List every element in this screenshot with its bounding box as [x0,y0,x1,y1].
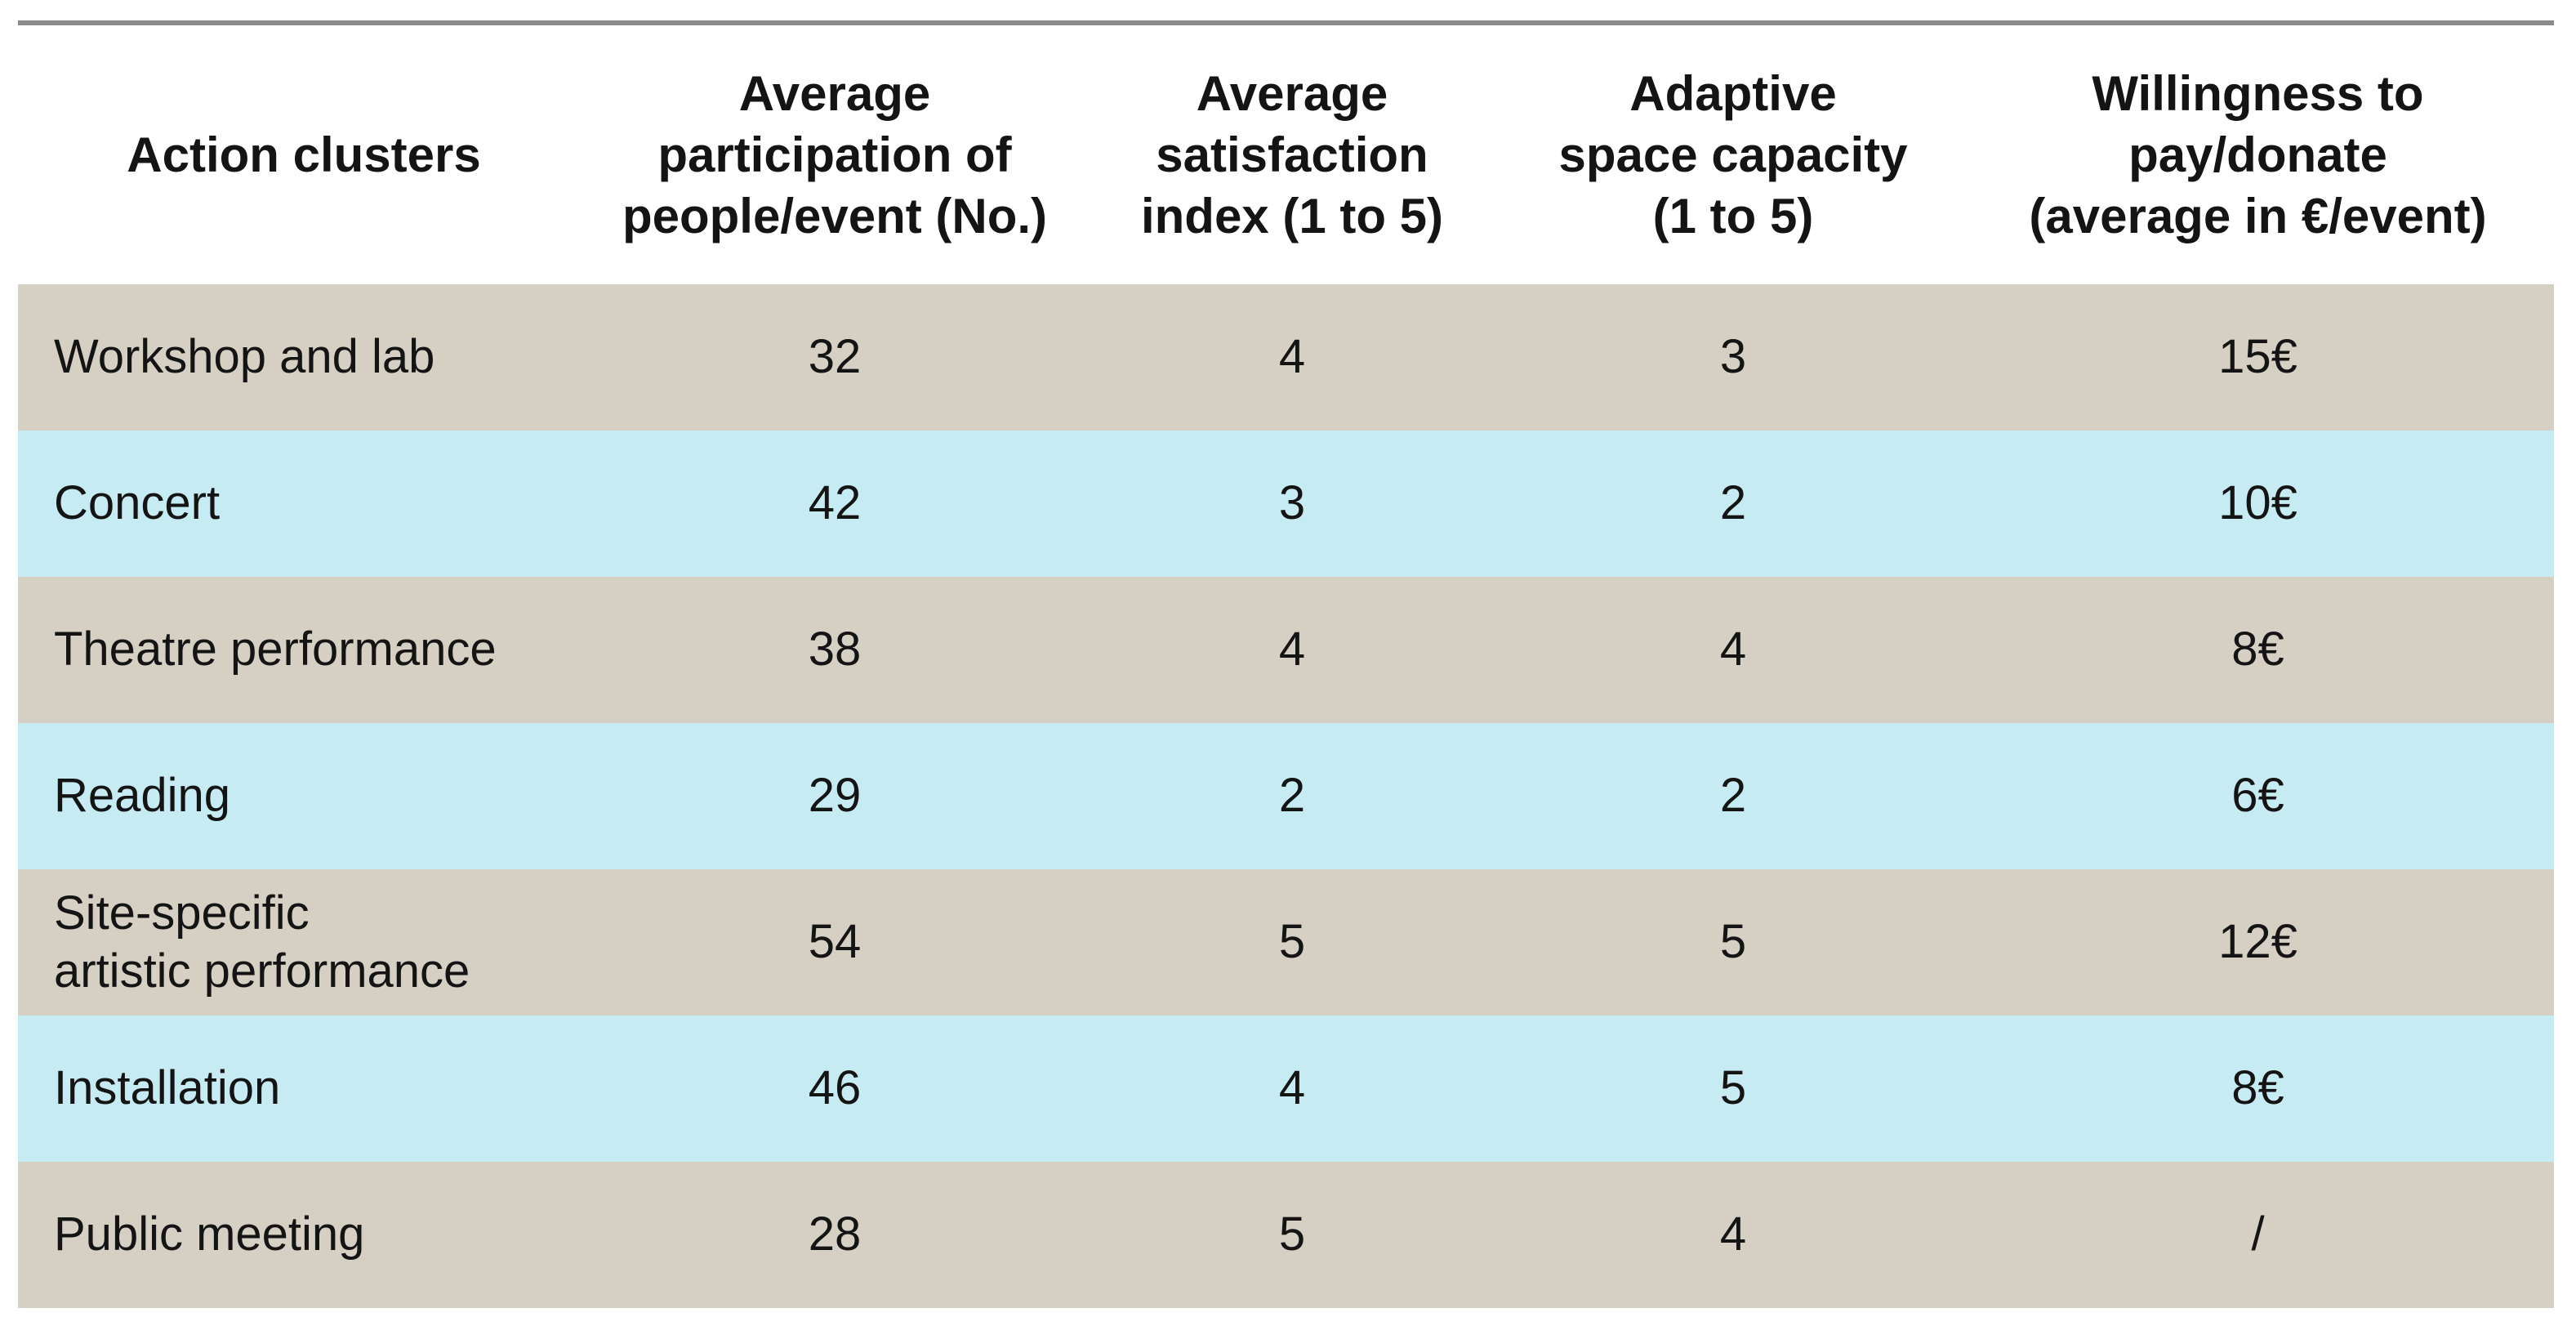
cell-text: Theatre performance [54,623,497,676]
column-header-satisfaction: Average satisfaction index (1 to 5) [1080,25,1504,284]
cell-satisfaction: 2 [1080,723,1504,869]
column-header-label: Adaptive space capacity (1 to 5) [1558,66,1908,243]
column-header-participation: Average participation of people/event (N… [590,25,1080,284]
column-header-label: Average satisfaction index (1 to 5) [1140,66,1444,243]
column-header-label: Average participation of people/event (N… [622,66,1048,243]
cell-participation: 54 [590,869,1080,1016]
table-row: Public meeting 28 5 4 / [18,1162,2554,1308]
action-clusters-table: Action clusters Average participation of… [18,25,2554,1308]
cell-text: 5 [1719,1061,1747,1115]
cell-action-cluster: Site-specific artistic performance [18,869,590,1016]
cell-action-cluster: Theatre performance [18,577,590,723]
cell-text: 6€ [2231,769,2284,823]
cell-capacity: 5 [1504,1016,1962,1162]
cell-text: 8€ [2231,1061,2284,1115]
top-rule [18,20,2554,25]
cell-text: 46 [808,1061,862,1115]
cell-text: 3 [1719,330,1747,384]
cell-text: 2 [1719,769,1747,823]
column-header-capacity: Adaptive space capacity (1 to 5) [1504,25,1962,284]
cell-text: / [2251,1208,2265,1261]
cell-satisfaction: 4 [1080,577,1504,723]
cell-satisfaction: 4 [1080,1016,1504,1162]
cell-participation: 38 [590,577,1080,723]
cell-capacity: 5 [1504,869,1962,1016]
cell-text: 12€ [2218,915,2297,969]
cell-text: 4 [1278,330,1306,384]
cell-satisfaction: 4 [1080,284,1504,431]
column-header-label: Action clusters [127,127,481,182]
table-row: Reading 29 2 2 6€ [18,723,2554,869]
cell-satisfaction: 5 [1080,1162,1504,1308]
cell-text: 3 [1278,476,1306,530]
cell-text: Workshop and lab [54,330,435,384]
cell-participation: 42 [590,431,1080,577]
cell-willingness: / [1962,1162,2554,1308]
cell-text: 4 [1278,623,1306,676]
cell-action-cluster: Workshop and lab [18,284,590,431]
cell-capacity: 2 [1504,723,1962,869]
cell-text: 4 [1719,623,1747,676]
cell-text: 4 [1719,1208,1747,1261]
cell-willingness: 6€ [1962,723,2554,869]
cell-participation: 28 [590,1162,1080,1308]
cell-satisfaction: 5 [1080,869,1504,1016]
cell-willingness: 8€ [1962,577,2554,723]
table-row: Concert 42 3 2 10€ [18,431,2554,577]
cell-text: 5 [1278,1208,1306,1261]
cell-text: Installation [54,1061,281,1115]
column-header-action-clusters: Action clusters [18,25,590,284]
cell-participation: 46 [590,1016,1080,1162]
cell-satisfaction: 3 [1080,431,1504,577]
cell-text: 2 [1719,476,1747,530]
cell-text: 5 [1719,915,1747,969]
cell-text: 4 [1278,1061,1306,1115]
cell-text: Reading [54,769,231,823]
cell-text: 42 [808,476,862,530]
cell-text: 54 [808,915,862,969]
table-row: Theatre performance 38 4 4 8€ [18,577,2554,723]
cell-capacity: 3 [1504,284,1962,431]
cell-participation: 32 [590,284,1080,431]
cell-willingness: 8€ [1962,1016,2554,1162]
cell-capacity: 4 [1504,1162,1962,1308]
cell-text: 5 [1278,915,1306,969]
cell-capacity: 4 [1504,577,1962,723]
cell-participation: 29 [590,723,1080,869]
cell-willingness: 15€ [1962,284,2554,431]
cell-text: 15€ [2218,330,2297,384]
column-header-label: Willingness to pay/donate (average in €/… [2029,66,2487,243]
cell-text: 2 [1278,769,1306,823]
table-row: Installation 46 4 5 8€ [18,1016,2554,1162]
cell-willingness: 10€ [1962,431,2554,577]
cell-text: Public meeting [54,1208,365,1261]
cell-action-cluster: Public meeting [18,1162,590,1308]
cell-text: Site-specific artistic performance [54,886,470,998]
cell-text: Concert [54,476,221,530]
cell-text: 28 [808,1208,862,1261]
header-row: Action clusters Average participation of… [18,25,2554,284]
cell-action-cluster: Installation [18,1016,590,1162]
cell-action-cluster: Reading [18,723,590,869]
table-row: Site-specific artistic performance 54 5 … [18,869,2554,1016]
column-header-willingness: Willingness to pay/donate (average in €/… [1962,25,2554,284]
table-row: Workshop and lab 32 4 3 15€ [18,284,2554,431]
cell-text: 10€ [2218,476,2297,530]
cell-text: 8€ [2231,623,2284,676]
cell-text: 32 [808,330,862,384]
cell-action-cluster: Concert [18,431,590,577]
cell-text: 38 [808,623,862,676]
cell-text: 29 [808,769,862,823]
cell-capacity: 2 [1504,431,1962,577]
cell-willingness: 12€ [1962,869,2554,1016]
